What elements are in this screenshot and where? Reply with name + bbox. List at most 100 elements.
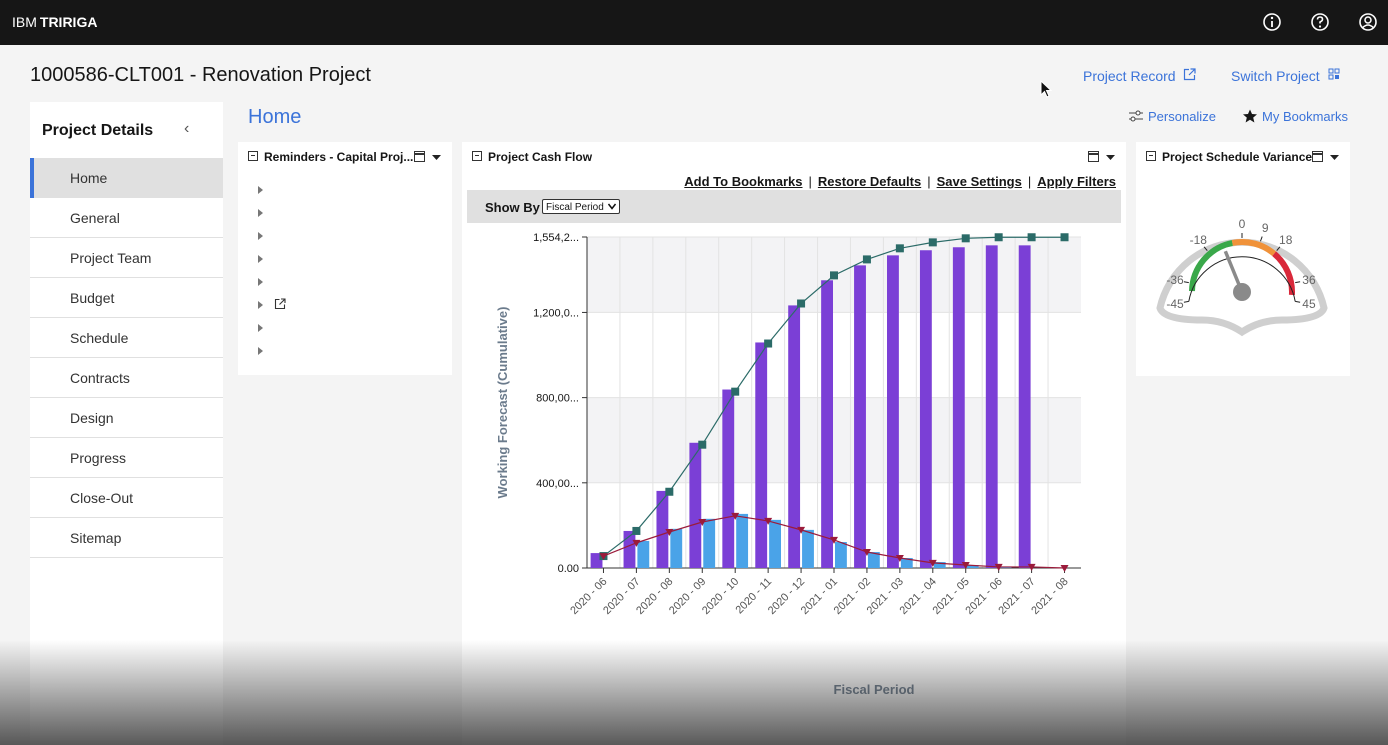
- separator: |: [1028, 174, 1031, 189]
- bookmarks-button[interactable]: My Bookmarks: [1242, 109, 1348, 124]
- page-title: 1000586-CLT001 - Renovation Project: [30, 64, 371, 87]
- brand[interactable]: IBMTRIRIGA: [12, 14, 97, 30]
- panel-title: Reminders - Capital Proj...: [264, 150, 413, 164]
- gauge-tick-label: -36: [1166, 273, 1184, 287]
- bar: [854, 265, 866, 568]
- bar: [953, 247, 965, 568]
- switch-icon: [1328, 68, 1341, 81]
- bar: [769, 520, 781, 568]
- marker: [698, 441, 706, 449]
- separator: |: [927, 174, 930, 189]
- gauge-hub: [1233, 283, 1251, 301]
- show-by-bar: Show By Fiscal Period: [467, 190, 1121, 223]
- external-icon: [274, 298, 286, 310]
- y-tick-label: 1,554,2...: [533, 232, 579, 244]
- brand-name: TRIRIGA: [40, 14, 98, 30]
- select-arrow: [608, 203, 616, 210]
- action-link[interactable]: Apply Filters: [1037, 174, 1116, 189]
- gauge-tick-label: 0: [1239, 217, 1246, 231]
- star-icon: [1242, 109, 1258, 123]
- sidebar: Project Details ‹ Home General Project Tea…: [30, 102, 223, 745]
- nav-item[interactable]: Schedule: [30, 318, 223, 358]
- marker: [896, 244, 904, 252]
- project-record-link[interactable]: Project Record: [1083, 68, 1196, 84]
- bar: [755, 342, 767, 568]
- collapse-button[interactable]: ‹: [184, 120, 189, 138]
- nav-label: Progress: [70, 450, 126, 466]
- marker: [1028, 233, 1036, 241]
- nav-item[interactable]: Sitemap: [30, 518, 223, 558]
- switch-project-link[interactable]: Switch Project: [1231, 68, 1341, 84]
- bar: [835, 542, 847, 568]
- y-tick-label: 400,00...: [536, 478, 579, 490]
- gauge-tick-label: 9: [1262, 221, 1269, 235]
- marker: [863, 255, 871, 263]
- nav-item[interactable]: Progress: [30, 438, 223, 478]
- content-heading: Home: [248, 106, 301, 129]
- bar: [821, 280, 833, 568]
- nav-label: Project Team: [70, 250, 151, 266]
- marker: [962, 234, 970, 242]
- gauge-tick: [1260, 237, 1262, 242]
- nav-label: Home: [70, 170, 107, 186]
- bar: [986, 245, 998, 568]
- nav-label: Design: [70, 410, 114, 426]
- marker: [665, 488, 673, 496]
- mouse-cursor: [1040, 80, 1054, 100]
- separator: |: [809, 174, 812, 189]
- link-text: Project Record: [1083, 68, 1176, 84]
- x-tick-label: 2021 - 08: [1029, 576, 1070, 617]
- panel-menu[interactable]: [414, 151, 444, 163]
- bar: [637, 541, 649, 568]
- action-link[interactable]: Add To Bookmarks: [684, 174, 802, 189]
- show-by-select[interactable]: Fiscal Period: [542, 199, 620, 214]
- panel-menu[interactable]: [1312, 151, 1342, 163]
- marker: [731, 388, 739, 396]
- collapse-icon[interactable]: [248, 151, 258, 161]
- collapse-icon[interactable]: [472, 151, 482, 161]
- nav-label: Close-Out: [70, 490, 133, 506]
- x-axis-title: Fiscal Period: [834, 682, 915, 697]
- nav-item[interactable]: General: [30, 198, 223, 238]
- action-text: Personalize: [1148, 109, 1216, 124]
- action-link[interactable]: Save Settings: [937, 174, 1022, 189]
- nav-label: General: [70, 210, 120, 226]
- help-icon[interactable]: [1310, 12, 1330, 32]
- panel-title: Project Schedule Variance: [1162, 150, 1312, 164]
- nav-label: Schedule: [70, 330, 128, 346]
- marker: [929, 238, 937, 246]
- bar: [802, 530, 814, 568]
- bar: [887, 255, 899, 568]
- link-text: Switch Project: [1231, 68, 1320, 84]
- y-axis-title: Working Forecast (Cumulative): [495, 307, 510, 499]
- sidebar-title: Project Details: [42, 122, 153, 140]
- marker: [764, 340, 772, 348]
- nav-item[interactable]: Design: [30, 398, 223, 438]
- collapse-icon[interactable]: [1146, 151, 1156, 161]
- personalize-button[interactable]: Personalize: [1128, 109, 1216, 124]
- nav-item[interactable]: Close-Out: [30, 478, 223, 518]
- reminder-item[interactable]: [271, 297, 286, 312]
- action-link[interactable]: Restore Defaults: [818, 174, 921, 189]
- nav-item[interactable]: Project Team: [30, 238, 223, 278]
- schedule-variance-panel: Project Schedule Variance -45-36-1809183…: [1136, 142, 1350, 376]
- y-tick-label: 0.00: [558, 563, 579, 575]
- nav-item[interactable]: Contracts: [30, 358, 223, 398]
- nav-label: Sitemap: [70, 530, 121, 546]
- marker: [830, 271, 838, 279]
- top-bar: IBMTRIRIGA: [0, 0, 1388, 45]
- user-icon[interactable]: [1358, 12, 1378, 32]
- gauge-tick-label: -45: [1166, 297, 1184, 311]
- gauge-tick-label: 45: [1302, 297, 1316, 311]
- gauge-chart: -45-36-1809183645: [1136, 172, 1350, 372]
- marker: [1061, 233, 1069, 241]
- nav-item[interactable]: Home: [30, 158, 223, 198]
- gauge-tick-label: 18: [1279, 233, 1293, 247]
- nav-item[interactable]: Budget: [30, 278, 223, 318]
- panel-menu[interactable]: [1088, 151, 1118, 163]
- bar: [703, 519, 715, 568]
- info-icon[interactable]: [1262, 12, 1282, 32]
- brand-prefix: IBM: [12, 14, 37, 30]
- marker: [797, 299, 805, 307]
